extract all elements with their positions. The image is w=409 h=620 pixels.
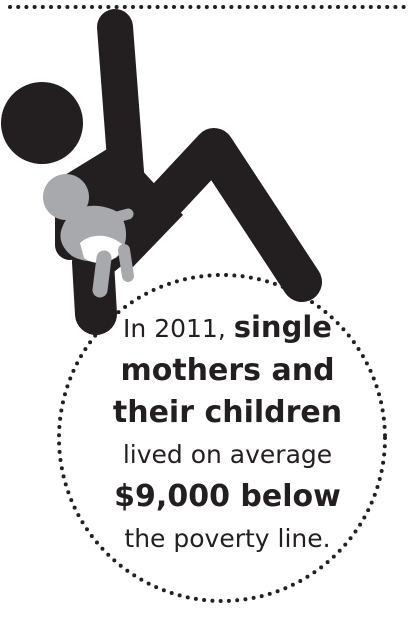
caption-line-1: In 2011, single [100,306,355,350]
caption-line-2: mothers and [120,353,335,388]
caption-emphasis-single: single [233,310,332,344]
caption-line-4: lived on average [122,440,333,469]
caption-line-3: their children [112,395,343,430]
statistic-caption: In 2011, single mothers and their childr… [100,306,355,560]
caption-line-6: the poverty line. [124,524,331,553]
dotted-circle [57,273,387,603]
adult-figure-icon [1,9,322,335]
baby-icon [43,174,134,298]
caption-line-5: $9,000 below [114,479,341,514]
caption-year: In 2011, [123,314,234,343]
